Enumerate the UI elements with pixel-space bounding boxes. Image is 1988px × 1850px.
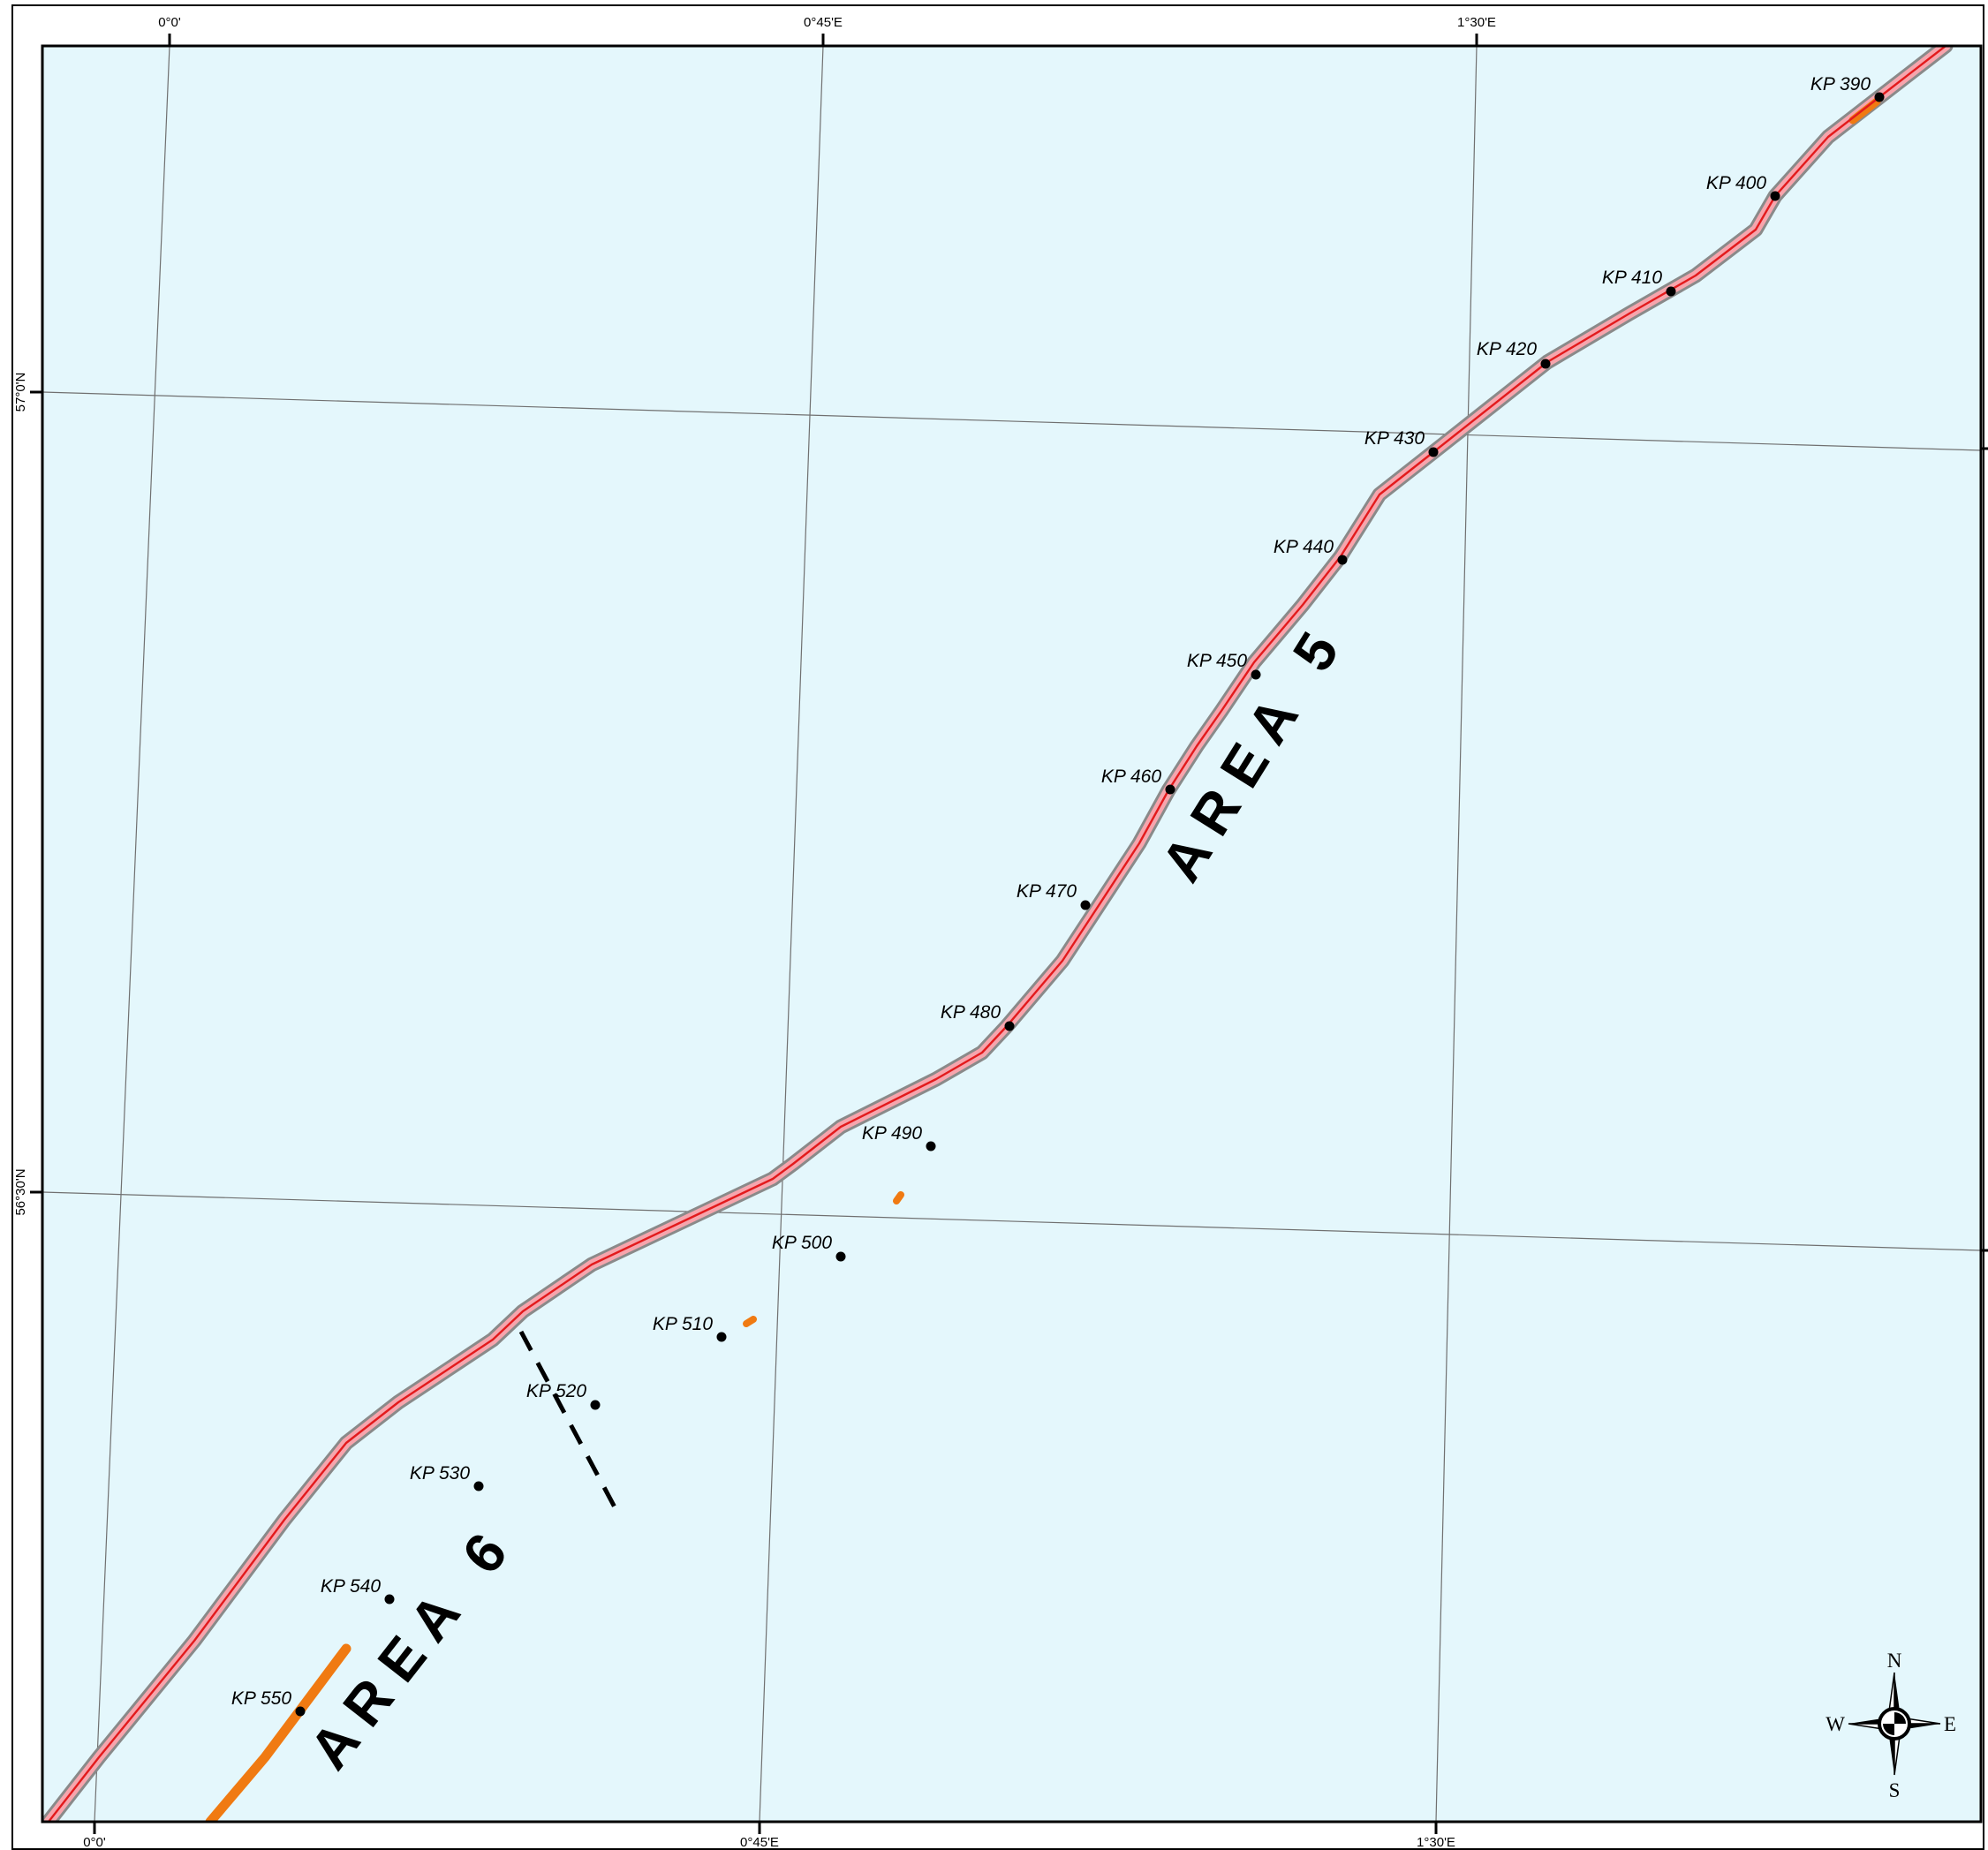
kp-470-point (1080, 900, 1091, 910)
kp-530-point (473, 1481, 484, 1491)
highlight-segment-ne (1848, 97, 1881, 125)
kp-400-point (1770, 191, 1780, 201)
kp-480-label: KP 480 (941, 1002, 1001, 1023)
kp-markers: KP 390 KP 400 KP 410 KP 420 KP 430 KP 44… (231, 74, 1885, 1717)
kp-470-label: KP 470 (1017, 881, 1077, 902)
compass-star-icon (1848, 1672, 1941, 1776)
bottom-lon-label-1-30e: 1°30'E (1417, 1835, 1455, 1850)
parallel-57n (42, 391, 1981, 451)
kp-490-point (926, 1141, 936, 1152)
sea-background (42, 46, 1981, 1822)
kp-450-label: KP 450 (1187, 651, 1247, 671)
kp-430-point (1428, 447, 1439, 457)
highlight-segment-kp490 (893, 1191, 904, 1204)
kp-510-point (716, 1332, 727, 1342)
map-frame (41, 44, 1983, 1824)
pipeline-route (42, 46, 1954, 1822)
meridian-0 (94, 46, 170, 1822)
kp-520-point (590, 1400, 601, 1410)
kp-390-point (1874, 92, 1885, 102)
kp-400-label: KP 400 (1706, 173, 1766, 193)
graticule (42, 46, 1981, 1822)
kp-460-label: KP 460 (1101, 766, 1161, 787)
compass-n-label: N (1887, 1650, 1902, 1672)
bottom-lon-label-0: 0°0' (83, 1835, 106, 1850)
kp-550-point (295, 1706, 306, 1717)
kp-500-point (835, 1251, 846, 1262)
highlight-segment-sw (205, 1643, 351, 1822)
kp-460-point (1165, 784, 1175, 795)
highlight-segment-kp510 (743, 1316, 757, 1327)
compass-e-label: E (1944, 1713, 1956, 1735)
kp-540-point (384, 1594, 395, 1605)
route-centerline (47, 46, 1947, 1822)
frame-ticks (30, 34, 1988, 1834)
parallel-56-30n (42, 1191, 1981, 1251)
kp-430-label: KP 430 (1364, 428, 1425, 449)
kp-440-point (1337, 555, 1348, 565)
bottom-lon-label-45e: 0°45'E (740, 1835, 779, 1850)
meridian-1-30e (1435, 46, 1478, 1822)
top-lon-label-1-30e: 1°30'E (1457, 15, 1496, 30)
kp-390-label: KP 390 (1810, 74, 1871, 94)
kp-540-label: KP 540 (321, 1576, 381, 1597)
kp-410-label: KP 410 (1602, 268, 1662, 288)
top-lon-label-45e: 0°45'E (804, 15, 843, 30)
kp-530-label: KP 530 (410, 1463, 470, 1484)
kp-410-point (1666, 286, 1676, 297)
kp-520-label: KP 520 (526, 1381, 586, 1401)
compass-s-label: S (1889, 1779, 1901, 1801)
kp-450-point (1251, 669, 1261, 680)
compass-w-label: W (1825, 1713, 1845, 1735)
left-lat-label-57n: 57°0'N (13, 373, 28, 412)
kp-490-label: KP 490 (862, 1123, 922, 1144)
kp-420-label: KP 420 (1477, 339, 1537, 359)
meridian-45e (759, 46, 824, 1822)
kp-480-point (1004, 1021, 1015, 1031)
north-arrow-compass: N S E W (1825, 1650, 1956, 1801)
kp-510-label: KP 510 (653, 1314, 713, 1334)
kp-420-point (1540, 359, 1551, 369)
kp-440-label: KP 440 (1274, 537, 1334, 557)
kp-550-label: KP 550 (231, 1688, 291, 1709)
left-lat-label-56-30n: 56°30'N (13, 1168, 28, 1215)
kp-500-label: KP 500 (772, 1233, 832, 1253)
top-lon-label-0: 0°0' (158, 15, 181, 30)
